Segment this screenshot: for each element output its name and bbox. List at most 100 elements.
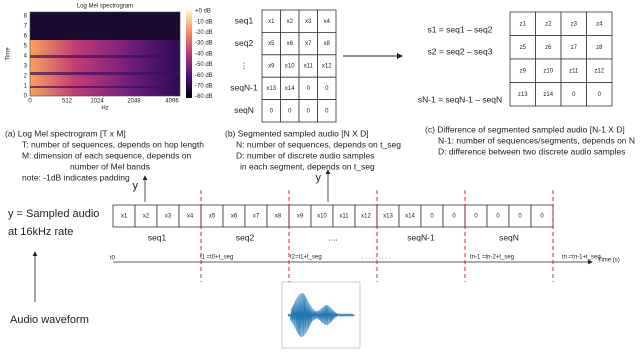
segment-label: .... [328,232,337,242]
row-label: seqN [234,105,254,115]
tick-label: 2 [24,74,28,80]
tick-label: 1 [24,84,28,90]
time-label: . . . . . . . . . [362,255,391,261]
time-label: t2=t1+t_seg [290,255,322,261]
cell-text: x6 [287,41,294,47]
cell-text: z8 [596,45,603,51]
cell-text: z13 [518,92,528,98]
cell-text: z7 [571,45,578,51]
row-label: seq2 [235,38,254,48]
cell-text: z3 [571,21,578,27]
waveform [281,281,361,349]
sample-text: 0 [540,214,544,220]
tick-label: 0 [24,94,28,100]
sample-text: x8 [275,214,282,220]
colorbar-label: -70 dB [195,83,213,89]
cell-text: 0 [572,92,576,98]
row-label: sN-1 = seqN-1 – seqN [418,94,502,104]
caption: number of Mel bands [70,161,150,171]
sample-text: x4 [187,214,194,220]
label: y = Sampled audio [8,208,99,220]
colorbar-label: -40 dB [195,51,213,57]
axis-label: Time [6,47,12,61]
cell-text: x10 [285,64,295,70]
cell-text: 0 [270,108,274,114]
tick-label: 7 [24,24,28,30]
cell-text: 0 [325,108,329,114]
sample-text: 0 [496,214,500,220]
row-label: ⋮ [240,60,249,70]
sample-text: 0 [518,214,522,220]
sample-text: x13 [383,214,393,220]
sample-text: x1 [121,214,128,220]
cell-text: x3 [305,19,312,25]
row-label: seqN-1 [230,83,258,93]
axis-label: Time (s) [598,258,620,264]
colorbar-label: -10 dB [195,19,213,25]
cell-text: z2 [545,21,552,27]
cell-text: x14 [285,86,295,92]
cell-text: z9 [520,68,527,74]
tick-label: 4096 [165,99,179,105]
sample-text: x6 [231,214,238,220]
cell-text: x1 [268,19,275,25]
cell-text: z12 [594,68,604,74]
segment-label: seqN-1 [407,232,435,242]
sample-text: x12 [361,214,371,220]
caption: (a) Log Mel spectrogram [T x M] [5,128,126,138]
cell-text: x7 [305,41,312,47]
cell-text: x13 [266,86,276,92]
cell-text: z14 [543,92,553,98]
cell-text: 0 [307,108,311,114]
tick-label: 0 [28,99,32,105]
cell-text: x2 [287,19,294,25]
cell-text: x5 [268,41,275,47]
spectrogram-image [29,11,181,97]
cell-text: z4 [596,21,603,27]
segment-label: seq2 [236,232,255,242]
cell-text: z11 [569,68,579,74]
caption: M: dimension of each sequence, depends o… [22,150,191,160]
tick-label: 8 [24,14,28,20]
colorbar-label: +0 dB [195,9,211,15]
row-label: seq1 [235,15,254,25]
cell-text: z10 [543,68,553,74]
arrow-label: y [133,180,139,192]
cell-text: 0 [307,86,311,92]
arrow-label: y [316,172,322,184]
label: Audio waveform [10,314,89,326]
title: Log Mel spectrogram [77,4,133,10]
sample-text: x7 [253,214,260,220]
sample-text: 0 [474,214,478,220]
sample-text: x11 [339,214,349,220]
tick-label: 1024 [90,99,104,105]
axis-label: Hz [101,106,108,112]
time-label: t0 [110,256,116,262]
colorbar-label: -60 dB [195,73,213,79]
sample-text: 0 [430,214,434,220]
cell-text: x12 [322,64,332,70]
tick-label: 3 [24,64,28,70]
colorbar-label: -80 dB [195,94,213,100]
caption: (b) Segmented sampled audio [N X D] [225,128,369,138]
cell-text: 0 [598,92,602,98]
cell [586,82,613,107]
label: at 16kHz rate [8,226,73,238]
cell-text: z6 [545,45,552,51]
cell-text: x11 [304,64,314,70]
segment-label: seqN [499,232,519,242]
sample-text: x9 [297,214,304,220]
caption: T: number of sequences, depends on hop l… [22,139,204,149]
time-label: tn-1 =tn-2+t_seg [470,255,514,261]
cell-text: z1 [520,21,527,27]
time-label: tn =tn-1+t_seg [562,255,601,261]
tick-label: 5 [24,44,28,50]
caption: N: number of sequences, depends on t_seg [236,139,401,149]
sample-text: x2 [143,214,150,220]
caption: (c) Difference of segmented sampled audi… [425,124,625,134]
segment-label: seq1 [148,232,167,242]
cell-text: 0 [325,86,329,92]
cell-text: x8 [324,41,331,47]
tick-label: 2048 [127,99,141,105]
